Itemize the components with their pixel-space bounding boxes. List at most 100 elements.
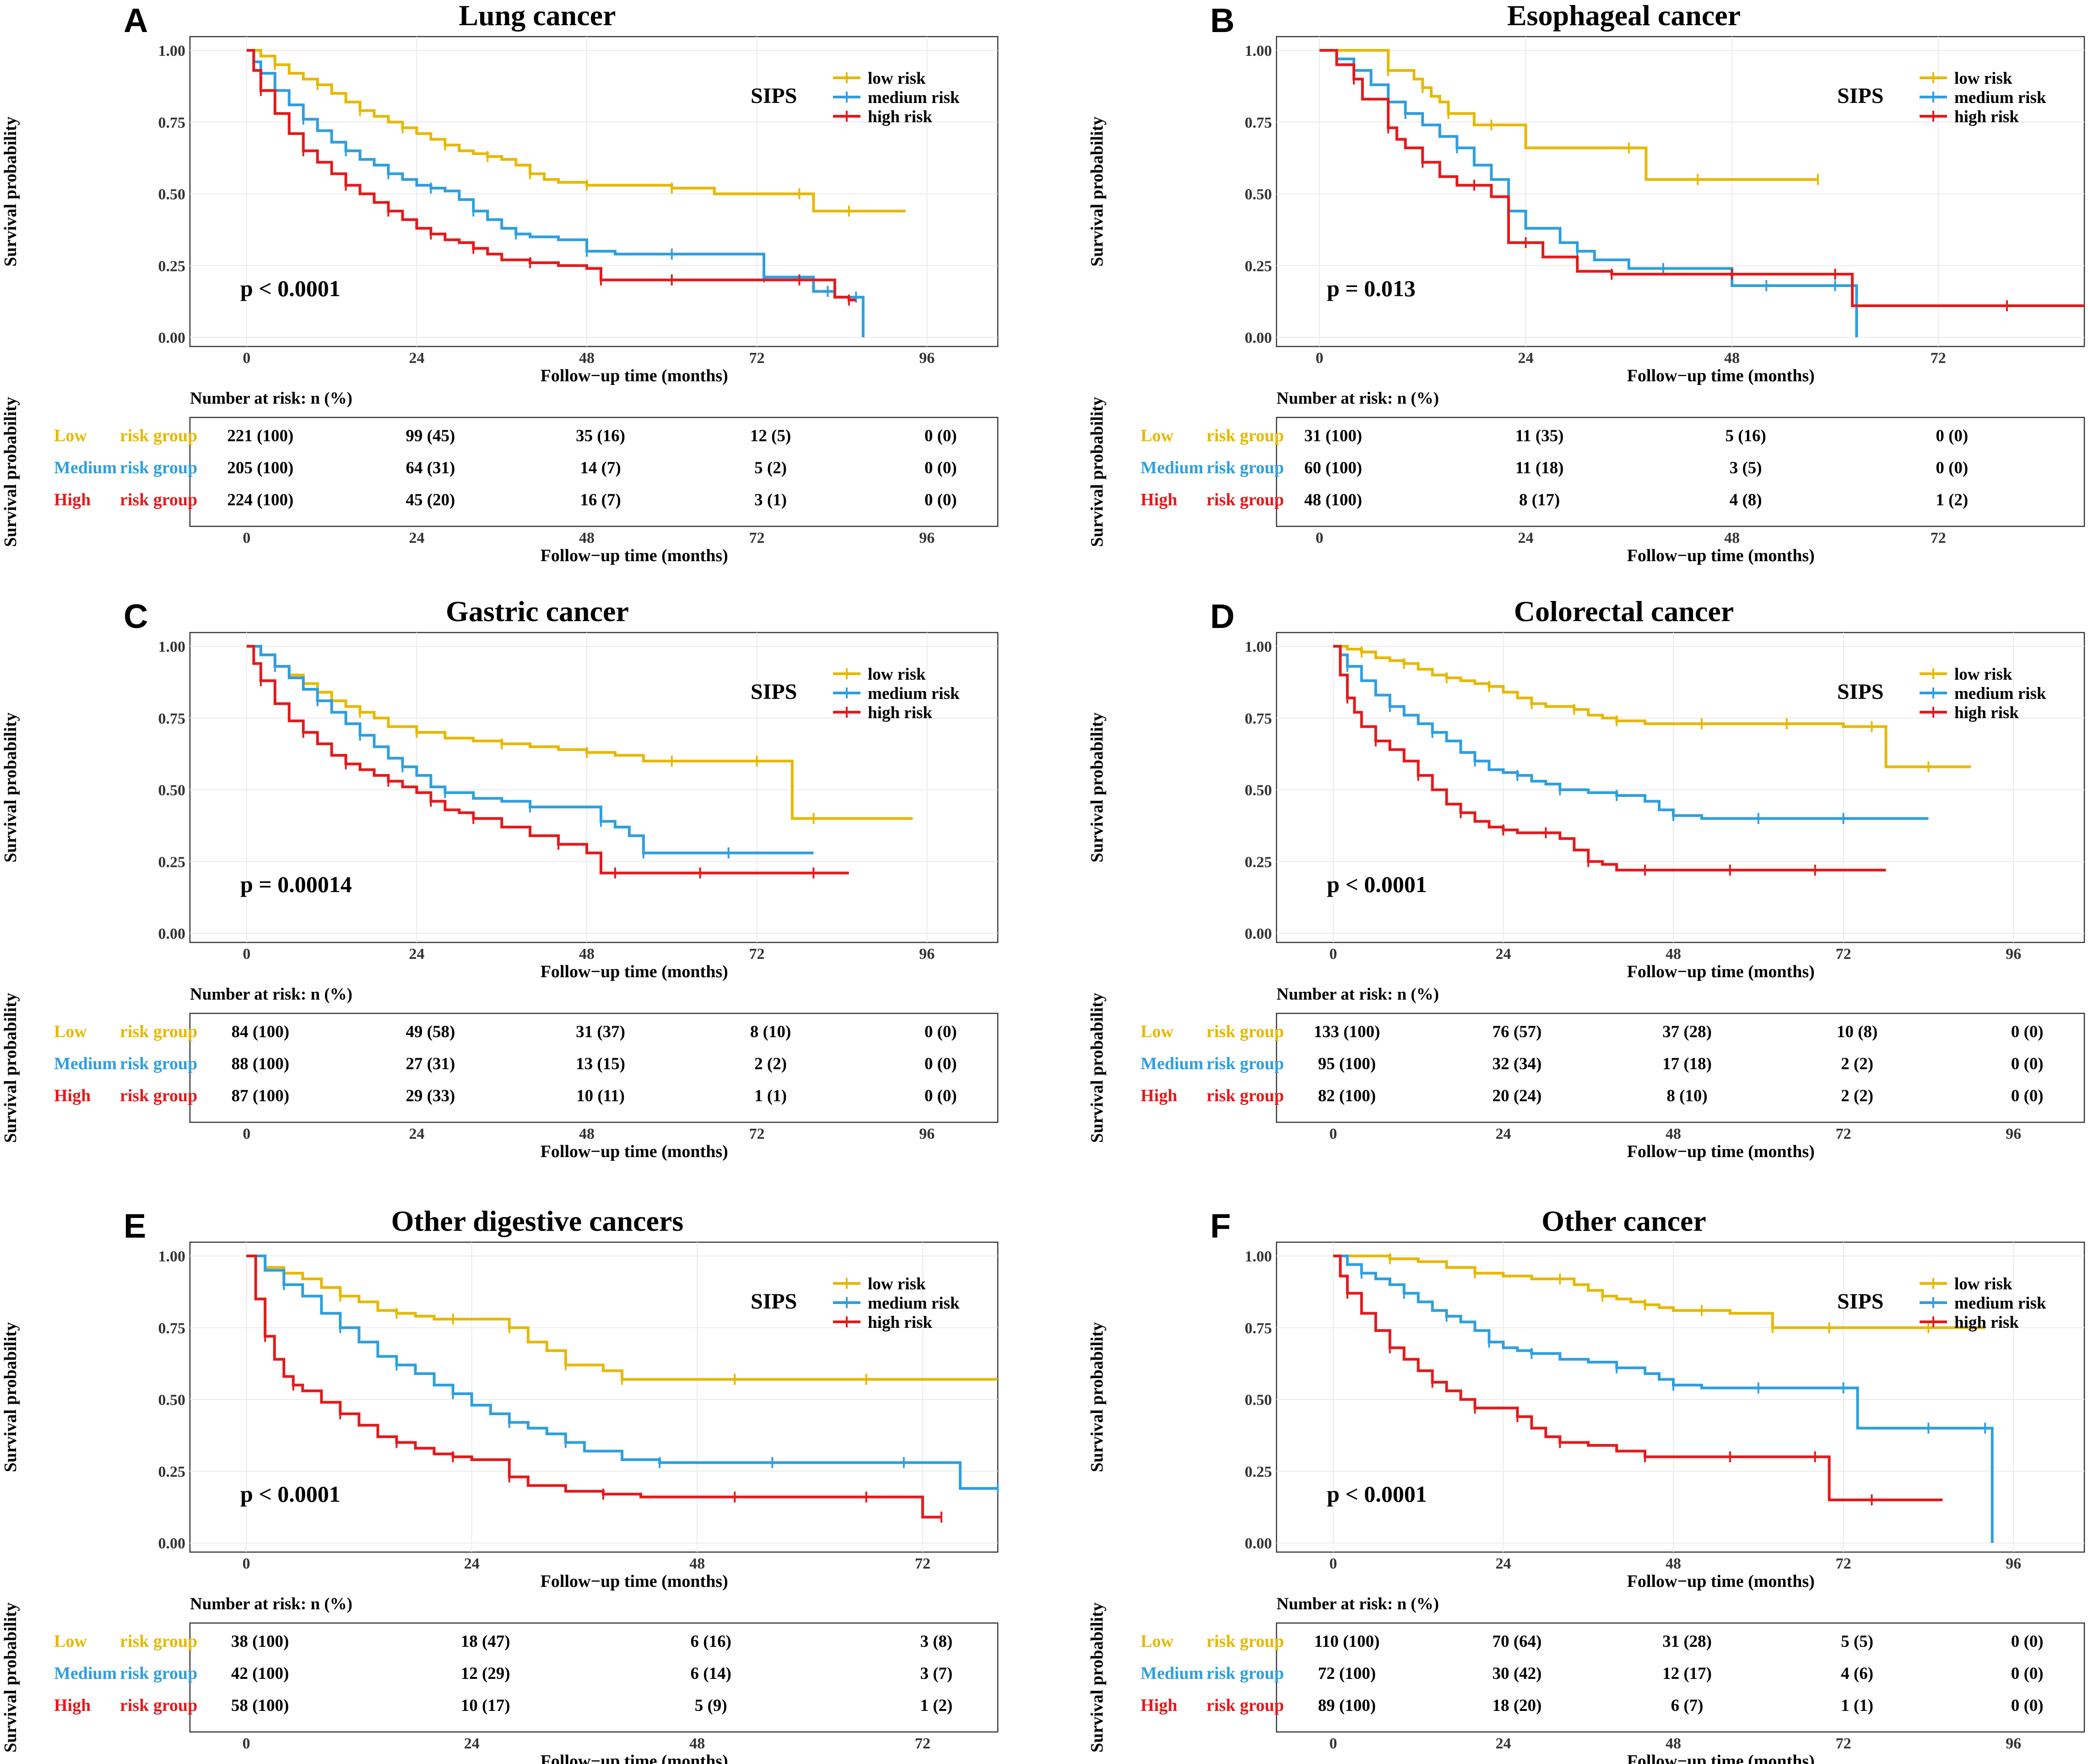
risk-group-suffix: risk group: [1206, 426, 1284, 445]
risk-table-cell: 45 (20): [406, 491, 455, 509]
risk-table-cell: 8 (10): [750, 1023, 791, 1041]
risk-table-title: Number at risk: n (%): [1277, 985, 1439, 1004]
y-tick-label: 1.00: [158, 1248, 186, 1265]
risk-table-cell: 224 (100): [227, 491, 293, 509]
x-axis-label: Follow−up time (months): [1627, 1572, 1815, 1591]
risk-table-cell: 30 (42): [1492, 1664, 1542, 1683]
y-tick-label: 0.25: [1245, 854, 1272, 871]
x-tick-label: 24: [409, 946, 424, 963]
risk-table-cell: 10 (11): [576, 1087, 625, 1105]
risk-table-cell: 8 (10): [1666, 1087, 1707, 1105]
risk-x-tick-label: 0: [243, 1735, 250, 1752]
x-axis-label: Follow−up time (months): [1627, 962, 1815, 981]
risk-x-axis-label: Follow−up time (months): [1627, 1752, 1815, 1764]
p-value: p = 0.00014: [240, 871, 352, 897]
risk-table-cell: 31 (37): [576, 1023, 625, 1041]
risk-group-suffix: risk group: [1206, 1632, 1284, 1651]
risk-group-word: Low: [1141, 1632, 1174, 1651]
legend-title: SIPS: [751, 1289, 797, 1314]
risk-table-cell: 3 (1): [754, 491, 787, 509]
y-tick-label: 0.00: [1245, 1535, 1272, 1552]
risk-table-cell: 38 (100): [231, 1632, 289, 1651]
risk-x-tick-label: 48: [579, 1125, 595, 1142]
risk-x-axis-label: Follow−up time (months): [541, 546, 728, 565]
survival-curve-medium: [246, 645, 814, 855]
risk-table-cell: 8 (17): [1519, 491, 1560, 509]
risk-group-word: Medium: [1141, 1664, 1203, 1683]
risk-x-tick-label: 96: [919, 1125, 935, 1142]
risk-x-tick-label: 24: [1518, 530, 1534, 547]
risk-group-word: High: [54, 1086, 91, 1105]
y-tick-label: 0.75: [1245, 1320, 1272, 1337]
y-tick-label: 0.75: [158, 710, 186, 727]
survival-curve-medium: [246, 1255, 998, 1490]
risk-x-tick-label: 96: [2006, 1735, 2021, 1752]
risk-table-cell: 99 (45): [406, 427, 455, 445]
y-tick-label: 0.00: [158, 1535, 186, 1552]
plot-frame: [1276, 1241, 2085, 1553]
risk-table-cell: 0 (0): [2011, 1055, 2044, 1073]
risk-table-cell: 0 (0): [925, 1023, 957, 1041]
risk-y-axis-label: Survival probability: [1087, 1602, 1107, 1753]
risk-table-cell: 20 (24): [1492, 1087, 1542, 1105]
panel-letter: B: [1210, 1, 1234, 39]
risk-x-axis-label: Follow−up time (months): [541, 1752, 728, 1764]
risk-table-cell: 0 (0): [1936, 459, 1968, 477]
risk-y-axis-label: Survival probability: [1087, 993, 1107, 1143]
x-tick-label: 24: [1518, 350, 1534, 367]
x-tick-label: 96: [2006, 1555, 2021, 1572]
risk-group-word: Low: [1141, 1022, 1174, 1041]
risk-x-tick-label: 48: [1666, 1125, 1681, 1142]
legend-title: SIPS: [1837, 84, 1883, 108]
legend-label: low risk: [1954, 69, 2012, 88]
risk-table-cell: 4 (6): [1841, 1664, 1873, 1683]
p-value: p < 0.0001: [240, 276, 341, 301]
x-tick-label: 96: [2006, 946, 2021, 963]
legend-label: medium risk: [1954, 88, 2046, 107]
p-value: p < 0.0001: [1327, 1481, 1427, 1507]
risk-table-title: Number at risk: n (%): [1277, 1595, 1439, 1613]
risk-table-cell: 6 (14): [691, 1664, 731, 1683]
legend-label: low risk: [868, 69, 926, 88]
risk-table-cell: 11 (35): [1515, 427, 1564, 445]
risk-table-cell: 58 (100): [231, 1696, 289, 1715]
risk-table-title: Number at risk: n (%): [190, 389, 352, 408]
risk-group-suffix: risk group: [120, 1054, 197, 1073]
risk-table-cell: 0 (0): [2011, 1087, 2044, 1105]
x-tick-label: 72: [1836, 1555, 1851, 1572]
risk-x-tick-label: 96: [2006, 1125, 2021, 1142]
risk-table-title: Number at risk: n (%): [190, 1595, 352, 1613]
legend-label: high risk: [868, 1313, 932, 1332]
y-axis-label: Survival probability: [1087, 713, 1107, 863]
legend-label: high risk: [1954, 108, 2019, 126]
risk-x-tick-label: 72: [749, 1125, 765, 1142]
panel-a: A Lung cancer 0.00 0.25 0.50 0.75 1.00 0 24 48 72 9…: [1, 0, 999, 565]
risk-group-suffix: risk group: [120, 426, 197, 445]
risk-x-tick-label: 24: [464, 1735, 480, 1752]
risk-table-cell: 84 (100): [232, 1023, 289, 1041]
risk-x-tick-label: 0: [1329, 1125, 1337, 1142]
risk-group-word: Medium: [1141, 458, 1203, 477]
x-tick-label: 0: [1329, 946, 1337, 963]
y-tick-label: 0.50: [158, 186, 186, 203]
legend-label: low risk: [868, 1275, 926, 1293]
risk-group-word: Low: [1141, 426, 1174, 445]
risk-table-frame: [189, 1622, 999, 1733]
plot-frame: [189, 36, 999, 347]
risk-x-tick-label: 72: [1931, 530, 1946, 547]
risk-x-tick-label: 0: [243, 530, 250, 547]
legend-label: high risk: [1954, 1313, 2019, 1332]
x-tick-label: 0: [243, 1555, 250, 1572]
risk-group-word: Medium: [54, 1664, 117, 1683]
x-tick-label: 24: [409, 350, 424, 367]
risk-y-axis-label: Survival probability: [1, 397, 20, 547]
x-tick-label: 72: [915, 1555, 930, 1572]
panel-d: D Colorectal cancer 0.00 0.25 0.50 0.75 1.00 0 2…: [1087, 595, 2085, 1161]
risk-group-word: Medium: [1141, 1054, 1203, 1073]
legend-label: high risk: [1954, 703, 2019, 722]
risk-x-tick-label: 24: [409, 1125, 424, 1142]
risk-table-cell: 10 (17): [461, 1696, 510, 1715]
chart-title: Colorectal cancer: [1514, 595, 1734, 628]
risk-table-cell: 48 (100): [1304, 491, 1362, 509]
panel-letter: D: [1210, 597, 1234, 635]
